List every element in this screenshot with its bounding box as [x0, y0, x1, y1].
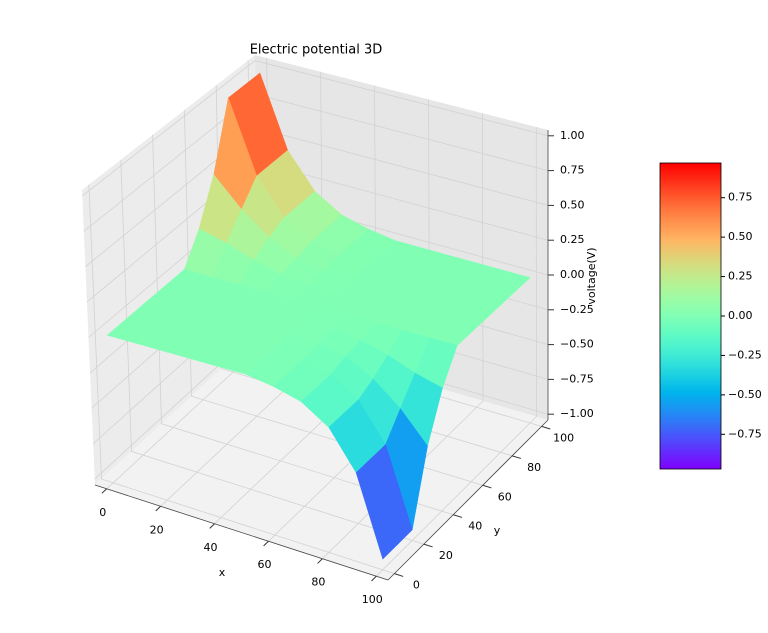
- z-axis-label: voltage(V): [585, 247, 598, 304]
- x-tick: [101, 488, 108, 494]
- grid-line: [88, 184, 395, 574]
- y-tick-label: 60: [498, 490, 512, 503]
- x-tick: [263, 540, 269, 547]
- colorbar-tick-label: −0.25: [728, 348, 762, 361]
- x-tick-label: 20: [150, 523, 164, 536]
- x-tick: [155, 505, 161, 512]
- colorbar-tick-label: 0.75: [728, 191, 753, 204]
- colorbar-tick-label: −0.75: [728, 427, 762, 440]
- y-tick: [394, 573, 404, 577]
- grid-line: [152, 134, 454, 516]
- y-tick-label: 0: [413, 579, 420, 592]
- chart-title: Electric potential 3D: [250, 43, 383, 58]
- z-tick-label: −1.00: [560, 407, 594, 420]
- colorbar: [659, 162, 722, 470]
- y-tick-label: 40: [468, 520, 482, 533]
- y-tick-label: 20: [439, 549, 453, 562]
- x-axis-label: x: [219, 566, 226, 579]
- y-tick-label: 100: [553, 431, 574, 444]
- colorbar-tick-label: −0.50: [728, 388, 762, 401]
- x-tick-label: 0: [99, 506, 106, 519]
- z-tick-label: 0.25: [560, 233, 585, 246]
- grid-line: [120, 159, 424, 545]
- y-tick: [541, 425, 551, 430]
- y-axis-label: y: [494, 524, 501, 537]
- x-tick-label: 60: [257, 558, 271, 571]
- z-tick-label: −0.75: [560, 372, 594, 385]
- z-tick-label: −0.25: [560, 303, 594, 316]
- grid-line: [376, 126, 537, 577]
- colorbar-tick-label: 0.50: [728, 230, 753, 243]
- y-tick-label: 80: [527, 461, 541, 474]
- y-tick: [482, 484, 492, 489]
- z-tick-label: 0.00: [560, 268, 585, 281]
- colorbar-tick-label: 0.25: [728, 270, 753, 283]
- surface-patch: [355, 458, 398, 560]
- y-tick: [453, 514, 463, 518]
- colorbar-tick-label: 0.00: [728, 309, 753, 322]
- axis-line: [387, 419, 549, 581]
- axis-line: [94, 484, 389, 581]
- z-tick-label: 0.75: [560, 164, 585, 177]
- z-tick-label: −0.50: [560, 338, 594, 351]
- x-tick-label: 80: [311, 576, 325, 589]
- x-tick: [209, 523, 215, 529]
- z-tick-label: 0.50: [560, 198, 585, 211]
- x-tick: [371, 575, 377, 582]
- y-tick: [423, 543, 433, 548]
- x-tick-label: 40: [204, 541, 218, 554]
- z-tick-label: 1.00: [560, 129, 585, 142]
- y-tick: [512, 455, 522, 459]
- x-tick-label: 100: [362, 593, 383, 606]
- x-tick: [317, 558, 323, 564]
- grid-line: [82, 60, 549, 197]
